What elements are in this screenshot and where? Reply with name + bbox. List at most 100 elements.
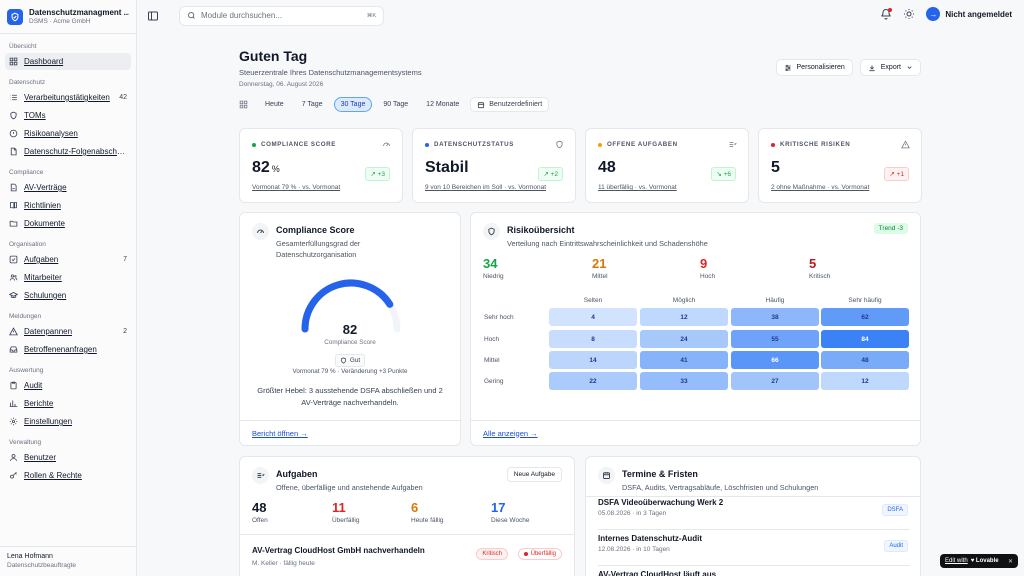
deadline-item[interactable]: AV-Vertrag CloudHost läuft aus: [598, 570, 716, 576]
heatmap-cell[interactable]: 14: [549, 351, 637, 369]
heatmap-cell[interactable]: 27: [731, 372, 819, 390]
shield-check-icon: [341, 357, 346, 364]
user-box[interactable]: Lena Hofmann Datenschutzbeauftragte: [0, 546, 137, 576]
kpi-label: OFFENE AUFGABEN: [598, 141, 678, 148]
sidebar-item-mitarbeiter[interactable]: Mitarbeiter: [5, 269, 131, 286]
heatmap-cell[interactable]: 62: [821, 308, 909, 326]
sidebar-item-datenschutz-folgenabschät-[interactable]: Datenschutz-Folgenabschät...: [5, 143, 131, 160]
task-stat-value: 11: [332, 500, 346, 515]
sun-icon[interactable]: [903, 8, 915, 20]
custom-range-button[interactable]: Benutzerdefiniert: [470, 97, 550, 112]
sidebar-item-datenpannen[interactable]: Datenpannen 2: [5, 323, 131, 340]
brand[interactable]: Datenschutzmanagment ... DSMS · Acme Gmb…: [0, 0, 136, 34]
key-icon: [10, 471, 17, 479]
sidebar: Datenschutzmanagment ... DSMS · Acme Gmb…: [0, 0, 137, 576]
lovable-badge[interactable]: Edit with ♥ Lovable ✕: [940, 554, 1018, 568]
sidebar-toggle-icon[interactable]: [147, 10, 159, 22]
kpi-card[interactable]: COMPLIANCE SCORE 82% ↗ +3 Vormonat 79 % · v…: [239, 128, 403, 203]
kpi-footnote[interactable]: Vormonat 79 % · vs. Vormonat: [252, 184, 341, 191]
heatmap-cell[interactable]: 55: [731, 330, 819, 348]
sidebar-item-richtlinien[interactable]: Richtlinien: [5, 197, 131, 214]
risk-stat-value: 34: [483, 256, 498, 271]
search-box[interactable]: ⌘K: [179, 5, 384, 26]
heatmap-cell[interactable]: 41: [640, 351, 728, 369]
kpi-footnote[interactable]: 2 ohne Maßnahme · vs. Vormonat: [771, 184, 870, 191]
user-name: Lena Hofmann: [7, 553, 53, 560]
search-input[interactable]: [201, 11, 367, 20]
sidebar-item-dashboard[interactable]: Dashboard: [5, 53, 131, 70]
sidebar-item-dokumente[interactable]: Dokumente: [5, 215, 131, 232]
calendar-icon: [598, 467, 615, 484]
range-option[interactable]: 12 Monate: [426, 101, 460, 108]
login-button[interactable]: → Nicht angemeldet: [926, 7, 1012, 21]
sidebar-item-berichte[interactable]: Berichte: [5, 395, 131, 412]
sidebar-item-av-verträge[interactable]: AV-Verträge: [5, 179, 131, 196]
page-title: Guten Tag: [239, 48, 308, 64]
sidebar-item-einstellungen[interactable]: Einstellungen: [5, 413, 131, 430]
show-all-link[interactable]: Alle anzeigen →: [471, 420, 920, 445]
range-option[interactable]: 90 Tage: [383, 101, 409, 108]
task-meta: M. Keller · fällig heute: [252, 560, 315, 567]
sidebar-item-benutzer[interactable]: Benutzer: [5, 449, 131, 466]
export-button[interactable]: Export: [859, 59, 921, 76]
heatmap-cell[interactable]: 33: [640, 372, 728, 390]
heatmap-cell[interactable]: 66: [731, 351, 819, 369]
kpi-card[interactable]: OFFENE AUFGABEN 48 ↘ +6 11 überfällig · vs.…: [585, 128, 749, 203]
shield-logo-icon: [7, 8, 23, 25]
task-stat-value: 6: [411, 500, 419, 515]
kpi-footnote[interactable]: 11 überfällig · vs. Vormonat: [598, 184, 677, 191]
sidebar-item-aufgaben[interactable]: Aufgaben 7: [5, 251, 131, 268]
kpi-card[interactable]: KRITISCHE RISIKEN 5 ↗ +1 2 ohne Maßnahme · …: [758, 128, 922, 203]
personalize-label: Personalisieren: [796, 64, 845, 71]
calendar-icon: [478, 101, 485, 108]
deadline-item[interactable]: Internes Datenschutz-Audit 12.08.2026 · i…: [598, 534, 702, 553]
sidebar-item-label: Betroffenenanfragen: [24, 345, 97, 354]
heatmap-cell[interactable]: 12: [821, 372, 909, 390]
deadline-title: DSFA Videoüberwachung Werk 2: [598, 498, 724, 507]
sidebar-item-count: 2: [123, 328, 127, 335]
sidebar-item-verarbeitungstätigkeiten[interactable]: Verarbeitungstätigkeiten 42: [5, 89, 131, 106]
sidebar-item-betroffenenanfragen[interactable]: Betroffenenanfragen: [5, 341, 131, 358]
bar-chart-icon: [9, 400, 18, 407]
heatmap-cell[interactable]: 38: [731, 308, 819, 326]
close-icon[interactable]: ✕: [1007, 558, 1013, 565]
sidebar-item-toms[interactable]: TOMs: [5, 107, 131, 124]
range-option[interactable]: 7 Tage: [301, 101, 323, 108]
topbar: ⌘K → Nicht angemeldet: [137, 0, 1024, 31]
sidebar-item-risikoanalysen[interactable]: Risikoanalysen: [5, 125, 131, 142]
heatmap-cell[interactable]: 12: [640, 308, 728, 326]
personalize-button[interactable]: Personalisieren: [775, 59, 853, 76]
sidebar-item-schulungen[interactable]: Schulungen: [5, 287, 131, 304]
alert-circle-icon: [9, 129, 18, 138]
deadline-item[interactable]: DSFA Videoüberwachung Werk 2 05.08.2026 ·…: [598, 498, 723, 517]
bell-icon[interactable]: [880, 8, 893, 20]
heatmap-cell[interactable]: 24: [640, 330, 728, 348]
heatmap-cell[interactable]: 4: [549, 308, 637, 326]
risk-stat: 5 Kritisch: [809, 256, 830, 280]
custom-range-label: Benutzerdefiniert: [489, 101, 543, 108]
sidebar-item-audit[interactable]: Audit: [5, 377, 131, 394]
range-option[interactable]: 30 Tage: [333, 97, 373, 112]
notification-dot: [888, 8, 893, 12]
kpi-card[interactable]: DATENSCHUTZSTATUS Stabil ↗ +2 9 von 10 Bere…: [412, 128, 576, 203]
status-label: Überfällig: [530, 551, 556, 557]
task-stat: 48 Offen: [252, 500, 268, 524]
open-report-link[interactable]: Bericht öffnen →: [240, 420, 460, 445]
gear-icon: [9, 417, 18, 426]
heatmap-column-header: Häufig: [765, 297, 785, 304]
risk-card: Risikoübersicht Verteilung nach Eintritt…: [470, 212, 921, 446]
new-task-button[interactable]: Neue Aufgabe: [506, 467, 562, 482]
kpi-footnote[interactable]: 9 von 10 Bereichen im Soll · vs. Vormona…: [425, 184, 547, 191]
range-option[interactable]: Heute: [265, 101, 284, 108]
shield-icon: [483, 223, 500, 240]
heatmap-cell[interactable]: 22: [549, 372, 637, 390]
task-title[interactable]: AV-Vertrag CloudHost GmbH nachverhandeln: [252, 546, 425, 555]
heatmap-row-header: Gering: [484, 378, 504, 385]
task-stat: 17 Diese Woche: [491, 500, 530, 524]
chevron-down-icon: [907, 66, 912, 69]
heatmap-cell[interactable]: 8: [549, 330, 637, 348]
heatmap-cell[interactable]: 48: [821, 351, 909, 369]
sidebar-item-rollen-rechte[interactable]: Rollen & Rechte: [5, 467, 131, 484]
grid-icon: [9, 57, 18, 66]
heatmap-cell[interactable]: 84: [821, 330, 909, 348]
